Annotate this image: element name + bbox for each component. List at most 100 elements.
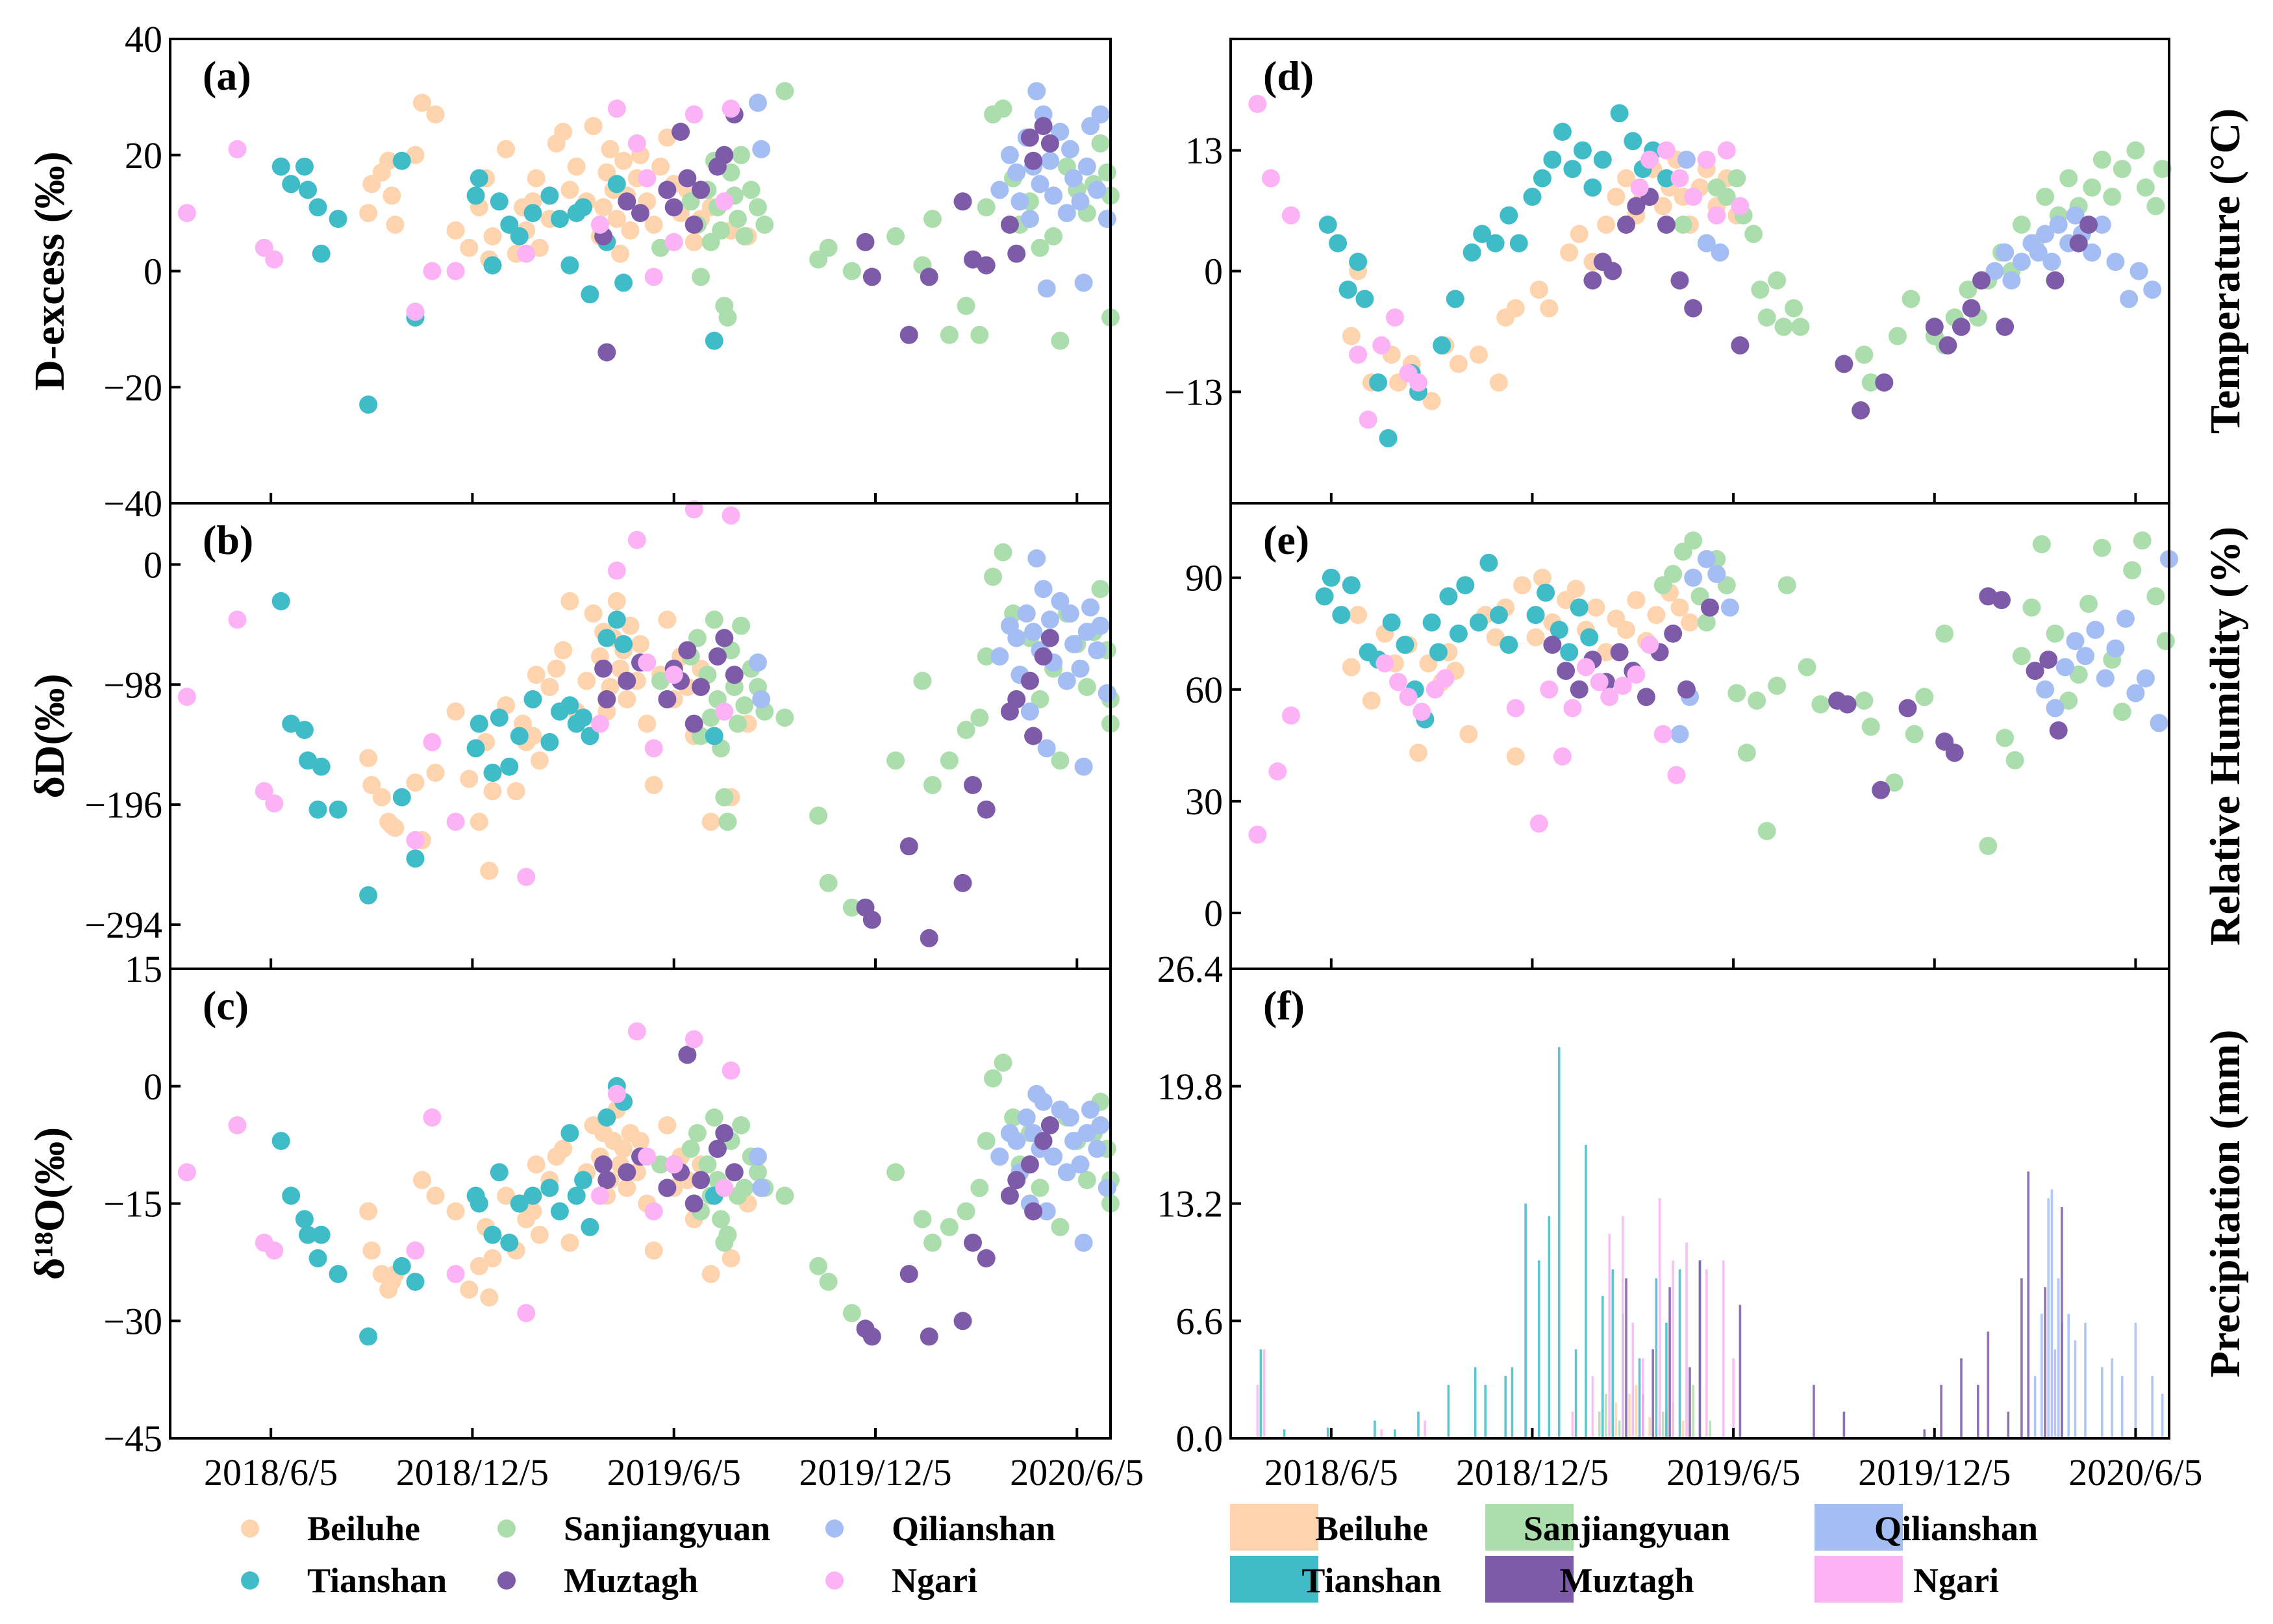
scatter-point-ngari: [644, 268, 663, 286]
scatter-point-beiluhe: [560, 1233, 579, 1252]
scatter-point-beiluhe: [651, 157, 670, 176]
scatter-point-sanjiangyuan: [977, 1132, 996, 1151]
precip-bar-muztagh: [1739, 1305, 1742, 1438]
scatter-point-muztagh: [1034, 647, 1053, 666]
scatter-point-tianshan: [1422, 613, 1441, 632]
precip-bar-tianshan: [1585, 1145, 1587, 1438]
scatter-point-muztagh: [1939, 336, 1957, 355]
scatter-point-ngari: [177, 1163, 196, 1182]
scatter-point-sanjiangyuan: [2103, 188, 2122, 206]
scatter-point-tianshan: [1469, 613, 1488, 632]
precip-bar-ngari: [1424, 1420, 1427, 1438]
scatter-point-muztagh: [1701, 598, 1719, 617]
scatter-point-beiluhe: [638, 714, 657, 733]
scatter-point-muztagh: [2026, 662, 2044, 681]
scatter-point-muztagh: [862, 1327, 881, 1346]
scatter-point-sanjiangyuan: [1861, 718, 1880, 736]
panel-a-marks: [177, 82, 1120, 414]
precip-bar-muztagh: [1651, 1349, 1654, 1438]
scatter-point-beiluhe: [684, 232, 703, 251]
scatter-point-qilianshan: [2096, 669, 2115, 688]
scatter-point-muztagh: [692, 181, 710, 199]
scatter-point-sanjiangyuan: [732, 616, 751, 635]
scatter-point-qilianshan: [1044, 186, 1063, 205]
scatter-point-sanjiangyuan: [1748, 692, 1766, 710]
legend-label-muztagh: Muztagh: [1560, 1561, 1694, 1600]
scatter-point-muztagh: [1952, 318, 1970, 336]
scatter-point-tianshan: [282, 1186, 301, 1205]
scatter-point-muztagh: [692, 1171, 710, 1190]
scatter-point-muztagh: [977, 256, 996, 275]
legend-right: Beiluhe Sanjiangyuan Qilianshan Tianshan Muz…: [1230, 1504, 2038, 1603]
scatter-point-beiluhe: [359, 1202, 378, 1221]
scatter-point-tianshan: [1449, 624, 1468, 643]
scatter-point-qilianshan: [1064, 1132, 1083, 1151]
scatter-point-tianshan: [1580, 628, 1599, 647]
scatter-point-sanjiangyuan: [2012, 216, 2031, 234]
scatter-point-tianshan: [329, 800, 347, 819]
scatter-point-muztagh: [1610, 643, 1629, 662]
scatter-point-tianshan: [1526, 606, 1545, 625]
scatter-point-tianshan: [295, 1210, 314, 1229]
scatter-point-ngari: [265, 1241, 284, 1260]
scatter-point-tianshan: [500, 757, 519, 776]
y-tick-label: 13.2: [1157, 1183, 1224, 1225]
scatter-point-beiluhe: [359, 749, 378, 768]
scatter-point-muztagh: [1731, 336, 1750, 355]
scatter-point-sanjiangyuan: [913, 671, 932, 690]
scatter-point-sanjiangyuan: [1674, 216, 1692, 234]
y-tick-label: 0: [144, 251, 162, 293]
scatter-point-sanjiangyuan: [2005, 751, 2024, 769]
scatter-point-sanjiangyuan: [2153, 160, 2172, 179]
scatter-point-qilianshan: [1027, 549, 1046, 568]
scatter-point-ngari: [638, 1147, 657, 1166]
precip-bar-muztagh: [1923, 1429, 1926, 1438]
scatter-point-beiluhe: [607, 592, 626, 610]
scatter-point-sanjiangyuan: [729, 714, 747, 733]
scatter-point-muztagh: [862, 910, 881, 929]
y-axis-title: D-excess (‰): [26, 151, 73, 390]
scatter-point-muztagh: [2049, 721, 2068, 740]
scatter-point-muztagh: [977, 1249, 996, 1268]
scatter-point-qilianshan: [1711, 243, 1729, 262]
scatter-point-muztagh: [678, 169, 697, 188]
scatter-point-sanjiangyuan: [913, 1210, 932, 1229]
precip-bar-muztagh: [1940, 1384, 1942, 1438]
scatter-point-muztagh: [899, 325, 918, 344]
scatter-point-qilianshan: [1061, 604, 1079, 623]
scatter-point-tianshan: [510, 227, 529, 245]
panel-b: −294 −196 −98 0 (b) δD(‰): [26, 500, 1120, 970]
precip-bar-tianshan: [1259, 1349, 1262, 1438]
scatter-point-tianshan: [510, 1194, 529, 1213]
legend-marker-ngari: [825, 1571, 844, 1590]
scatter-point-muztagh: [1996, 318, 2015, 336]
scatter-point-beiluhe: [480, 862, 499, 881]
precip-bar-muztagh: [1698, 1260, 1702, 1438]
scatter-point-sanjiangyuan: [692, 268, 710, 286]
scatter-point-ngari: [1506, 699, 1525, 718]
scatter-point-muztagh: [658, 690, 677, 708]
scatter-point-ngari: [1657, 141, 1676, 160]
panel-label: (f): [1263, 982, 1305, 1029]
scatter-point-tianshan: [1553, 123, 1572, 141]
scatter-point-qilianshan: [1081, 1100, 1099, 1119]
scatter-point-ngari: [1684, 188, 1703, 206]
scatter-point-qilianshan: [1098, 1179, 1116, 1197]
scatter-point-ngari: [644, 1202, 663, 1221]
precip-bar-tianshan: [1447, 1384, 1450, 1438]
scatter-point-tianshan: [1657, 169, 1676, 188]
scatter-point-ngari: [1436, 669, 1455, 688]
scatter-point-muztagh: [1925, 318, 1944, 336]
x-tick-label: 2019/12/5: [1858, 1451, 2011, 1493]
scatter-point-sanjiangyuan: [984, 1069, 1002, 1088]
scatter-point-sanjiangyuan: [1077, 678, 1096, 696]
scatter-point-muztagh: [862, 268, 881, 286]
y-tick-label: 0: [1204, 892, 1223, 934]
scatter-point-muztagh: [1838, 695, 1857, 714]
scatter-point-muztagh: [1617, 216, 1635, 234]
scatter-point-ngari: [1409, 373, 1427, 392]
panel-f-marks: [1256, 1047, 2164, 1439]
scatter-point-beiluhe: [480, 1288, 499, 1307]
precip-bar-ngari: [1608, 1234, 1611, 1438]
y-axis-title: Temperature (°C): [2202, 108, 2249, 434]
